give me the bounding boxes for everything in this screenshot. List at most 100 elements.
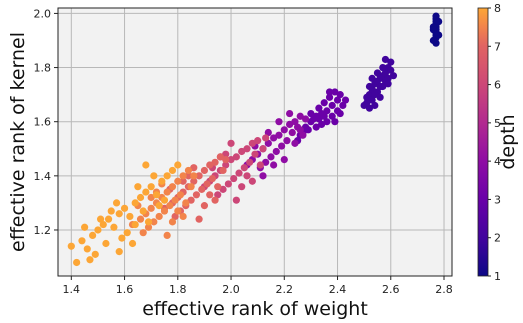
data-point (115, 248, 123, 256)
data-point (248, 139, 256, 147)
data-point (163, 231, 171, 239)
data-point (381, 69, 390, 77)
data-point (328, 112, 336, 120)
data-point (227, 155, 235, 164)
x-tick-label: 1.4 (63, 283, 81, 296)
x-tick-label: 1.8 (169, 283, 187, 296)
data-point (246, 158, 254, 166)
colorbar-tick-label: 2 (494, 232, 501, 245)
data-point (195, 215, 203, 223)
data-point (288, 128, 296, 137)
data-point (331, 118, 339, 126)
data-point (128, 239, 137, 248)
data-point (163, 172, 171, 180)
data-point (254, 137, 262, 145)
data-point (296, 112, 304, 120)
data-point (387, 66, 395, 74)
data-point (208, 174, 217, 183)
data-point (264, 139, 272, 147)
data-point (174, 161, 182, 169)
data-point (91, 250, 99, 258)
data-point (206, 191, 214, 199)
y-tick-label: 2.0 (34, 7, 52, 20)
data-point (275, 131, 283, 139)
data-point (270, 134, 278, 142)
data-point (280, 155, 288, 164)
data-point (187, 196, 195, 204)
data-point (179, 212, 187, 221)
data-point (190, 177, 198, 185)
data-point (112, 199, 121, 207)
data-point (363, 99, 371, 107)
data-point (174, 177, 182, 185)
data-point (104, 215, 113, 223)
data-point (147, 204, 155, 212)
data-point (341, 96, 350, 104)
grid (58, 8, 452, 276)
data-point (286, 120, 294, 129)
data-point (179, 177, 187, 185)
data-point (78, 237, 86, 245)
data-point (320, 99, 328, 107)
data-point (328, 101, 336, 110)
data-point (136, 215, 145, 223)
data-point (278, 142, 286, 150)
data-point (368, 96, 376, 104)
data-point (270, 161, 278, 169)
data-point (115, 210, 123, 218)
data-point (73, 258, 81, 267)
colorbar (477, 7, 489, 277)
data-point (373, 69, 382, 77)
data-point (222, 155, 230, 164)
data-point (89, 231, 97, 239)
data-point (262, 158, 270, 166)
data-point (304, 126, 312, 134)
data-point (150, 172, 158, 180)
data-point (365, 82, 374, 91)
y-tick-label: 1.6 (34, 116, 52, 129)
y-axis-ticks: 1.2 1.4 1.6 1.8 2.0 (34, 7, 58, 237)
data-point (309, 115, 318, 123)
data-point (131, 199, 139, 207)
data-point (144, 218, 153, 226)
data-point (118, 234, 126, 242)
data-point (168, 183, 177, 191)
data-point (232, 196, 240, 204)
colorbar-tick-label: 5 (494, 117, 501, 130)
data-point (264, 128, 272, 137)
data-point (323, 118, 331, 126)
data-point (371, 91, 379, 99)
data-point (256, 161, 264, 169)
data-point (192, 191, 201, 199)
data-point (190, 172, 198, 180)
data-point (139, 229, 147, 237)
data-point (371, 101, 379, 110)
y-tick-label: 1.4 (34, 170, 52, 183)
colorbar-tick-label: 4 (494, 155, 501, 168)
data-point (222, 150, 230, 158)
data-point (96, 215, 105, 223)
data-point (238, 183, 246, 191)
data-point (296, 126, 304, 134)
data-point (139, 207, 147, 215)
data-point (315, 104, 323, 112)
colorbar-label: depth (497, 114, 519, 169)
colorbar-tick-label: 6 (494, 79, 501, 92)
data-point (291, 139, 299, 147)
x-tick-label: 2.4 (329, 283, 347, 296)
data-point (211, 196, 219, 204)
data-point (365, 91, 374, 99)
data-point (384, 74, 392, 82)
data-point (200, 166, 209, 175)
data-point (198, 185, 206, 193)
data-point (365, 104, 374, 112)
x-tick-label: 1.6 (116, 283, 134, 296)
data-point (232, 153, 240, 161)
data-point (267, 153, 275, 161)
data-point (376, 82, 384, 91)
data-point (155, 212, 163, 221)
data-point (283, 137, 291, 145)
x-tick-label: 2.2 (276, 283, 294, 296)
data-point (429, 26, 437, 34)
